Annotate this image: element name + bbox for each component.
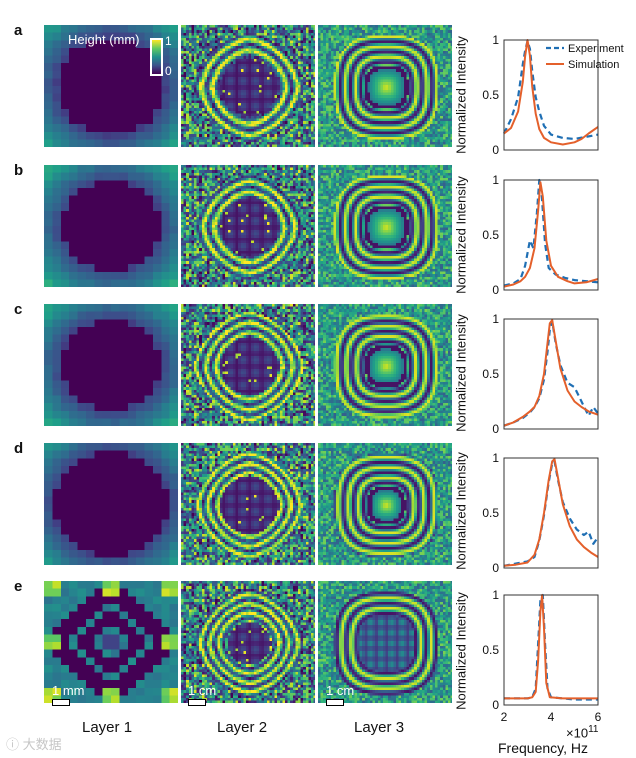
ylabel-d-text: Normalized Intensity xyxy=(454,452,469,570)
ytick-label-4-2: 1 xyxy=(492,589,499,602)
column-label-layer1: Layer 1 xyxy=(82,719,132,736)
ytick-label-4-1: 0.5 xyxy=(482,643,499,657)
ylabel-b-text: Normalized Intensity xyxy=(454,176,469,294)
column-label-layer3: Layer 3 xyxy=(354,719,404,736)
ytick-label-3-1: 0.5 xyxy=(482,506,499,520)
colorbar-min-label: 0 xyxy=(165,64,172,78)
layer2-panel-c xyxy=(181,304,315,426)
row-label-a: a xyxy=(14,22,22,39)
ytick-label-0-0: 0 xyxy=(492,143,499,157)
layer1-panel-c xyxy=(44,304,178,426)
layer2-panel-d xyxy=(181,443,315,565)
watermark-logo-icon: ⓘ xyxy=(6,737,19,752)
ytick-label-0-1: 0.5 xyxy=(482,88,499,102)
ytick-label-3-2: 1 xyxy=(492,452,499,465)
experiment-line-1 xyxy=(503,178,599,287)
experiment-line-3 xyxy=(503,460,599,567)
legend-experiment-label: Experiment xyxy=(568,43,624,55)
layer3-panel-d xyxy=(318,443,452,565)
scalebar-layer2: 1 cm xyxy=(188,683,216,706)
ylabel-a: Normalized Intensity xyxy=(452,28,470,162)
scalebar-layer1: 1 mm xyxy=(52,683,85,706)
spectrum-plot-d: 00.51 xyxy=(482,452,599,575)
x-multiplier-exp: 11 xyxy=(588,724,598,735)
layer1-panel-b xyxy=(44,165,178,287)
x-multiplier-base: ×10 xyxy=(566,725,588,740)
spectrum-plot-c: 00.51 xyxy=(482,313,599,436)
ytick-label-0-2: 1 xyxy=(492,34,499,47)
ylabel-b: Normalized Intensity xyxy=(452,168,470,302)
plot-frame-4 xyxy=(503,594,599,706)
plot-frame-3 xyxy=(503,457,599,569)
layer2-panel-a xyxy=(181,25,315,147)
simulation-line-1 xyxy=(503,181,599,288)
experiment-line-4 xyxy=(504,593,598,701)
spectrum-plot-e: 0 0.5 1 2 4 6 xyxy=(482,589,602,723)
ylabel-e: Normalized Intensity xyxy=(452,584,470,718)
layer1-panel-d xyxy=(44,443,178,565)
scalebar-layer3-bar xyxy=(326,699,344,706)
ytick-label-1-2: 1 xyxy=(492,174,499,187)
spectrum-plot-a: 0 0.5 1 Experiment Simulation xyxy=(482,34,624,157)
row-label-b: b xyxy=(14,162,23,179)
plot-frame-1 xyxy=(503,179,599,291)
row-label-d: d xyxy=(14,440,23,457)
ylabel-a-text: Normalized Intensity xyxy=(454,36,469,154)
legend-simulation-label: Simulation xyxy=(568,59,619,71)
experiment-line-0 xyxy=(503,40,599,141)
scalebar-layer3-label: 1 cm xyxy=(326,683,354,698)
xtick-label-4-2: 6 xyxy=(595,710,602,723)
colorbar-title: Height (mm) xyxy=(68,32,140,47)
layer3-panel-b xyxy=(318,165,452,287)
ylabel-c-text: Normalized Intensity xyxy=(454,314,469,432)
ytick-label-3-0: 0 xyxy=(492,561,499,575)
experiment-line-2 xyxy=(503,320,599,427)
x-multiplier: ×1011 xyxy=(566,724,598,740)
colorbar xyxy=(150,38,163,76)
plot-frame-0 xyxy=(503,39,599,151)
ytick-label-1-1: 0.5 xyxy=(482,228,499,242)
colorbar-max-label: 1 xyxy=(165,34,172,48)
simulation-line-0 xyxy=(503,39,599,146)
layer1-panel-e xyxy=(44,581,178,703)
ytick-label-2-1: 0.5 xyxy=(482,367,499,381)
layer3-panel-e xyxy=(318,581,452,703)
ytick-label-1-0: 0 xyxy=(492,283,499,297)
layer1-panel-a xyxy=(44,25,178,147)
xtick-label-4-0: 2 xyxy=(501,710,508,723)
scalebar-layer3: 1 cm xyxy=(326,683,354,706)
scalebar-layer1-bar xyxy=(52,699,70,706)
watermark-text: 大数据 xyxy=(23,737,62,752)
simulation-line-4 xyxy=(504,594,598,700)
ylabel-d: Normalized Intensity xyxy=(452,444,470,578)
watermark: ⓘ 大数据 xyxy=(6,734,62,753)
simulation-line-3 xyxy=(503,458,599,567)
scalebar-layer2-bar xyxy=(188,699,206,706)
xtick-label-4-1: 4 xyxy=(548,710,555,723)
simulation-line-2 xyxy=(503,319,599,427)
layer3-panel-c xyxy=(318,304,452,426)
ytick-label-2-2: 1 xyxy=(492,313,499,326)
spectrum-plot-b: 00.51 xyxy=(482,174,599,297)
row-label-e: e xyxy=(14,578,22,595)
ylabel-c: Normalized Intensity xyxy=(452,306,470,440)
plot-frame-2 xyxy=(503,318,599,430)
x-axis-label: Frequency, Hz xyxy=(498,740,588,756)
layer3-panel-a xyxy=(318,25,452,147)
scalebar-layer1-label: 1 mm xyxy=(52,683,85,698)
row-label-c: c xyxy=(14,301,22,318)
layer2-panel-e xyxy=(181,581,315,703)
ytick-label-4-0: 0 xyxy=(492,698,499,712)
layer2-panel-b xyxy=(181,165,315,287)
ylabel-e-text: Normalized Intensity xyxy=(454,592,469,710)
scalebar-layer2-label: 1 cm xyxy=(188,683,216,698)
ytick-label-2-0: 0 xyxy=(492,422,499,436)
column-label-layer2: Layer 2 xyxy=(217,719,267,736)
